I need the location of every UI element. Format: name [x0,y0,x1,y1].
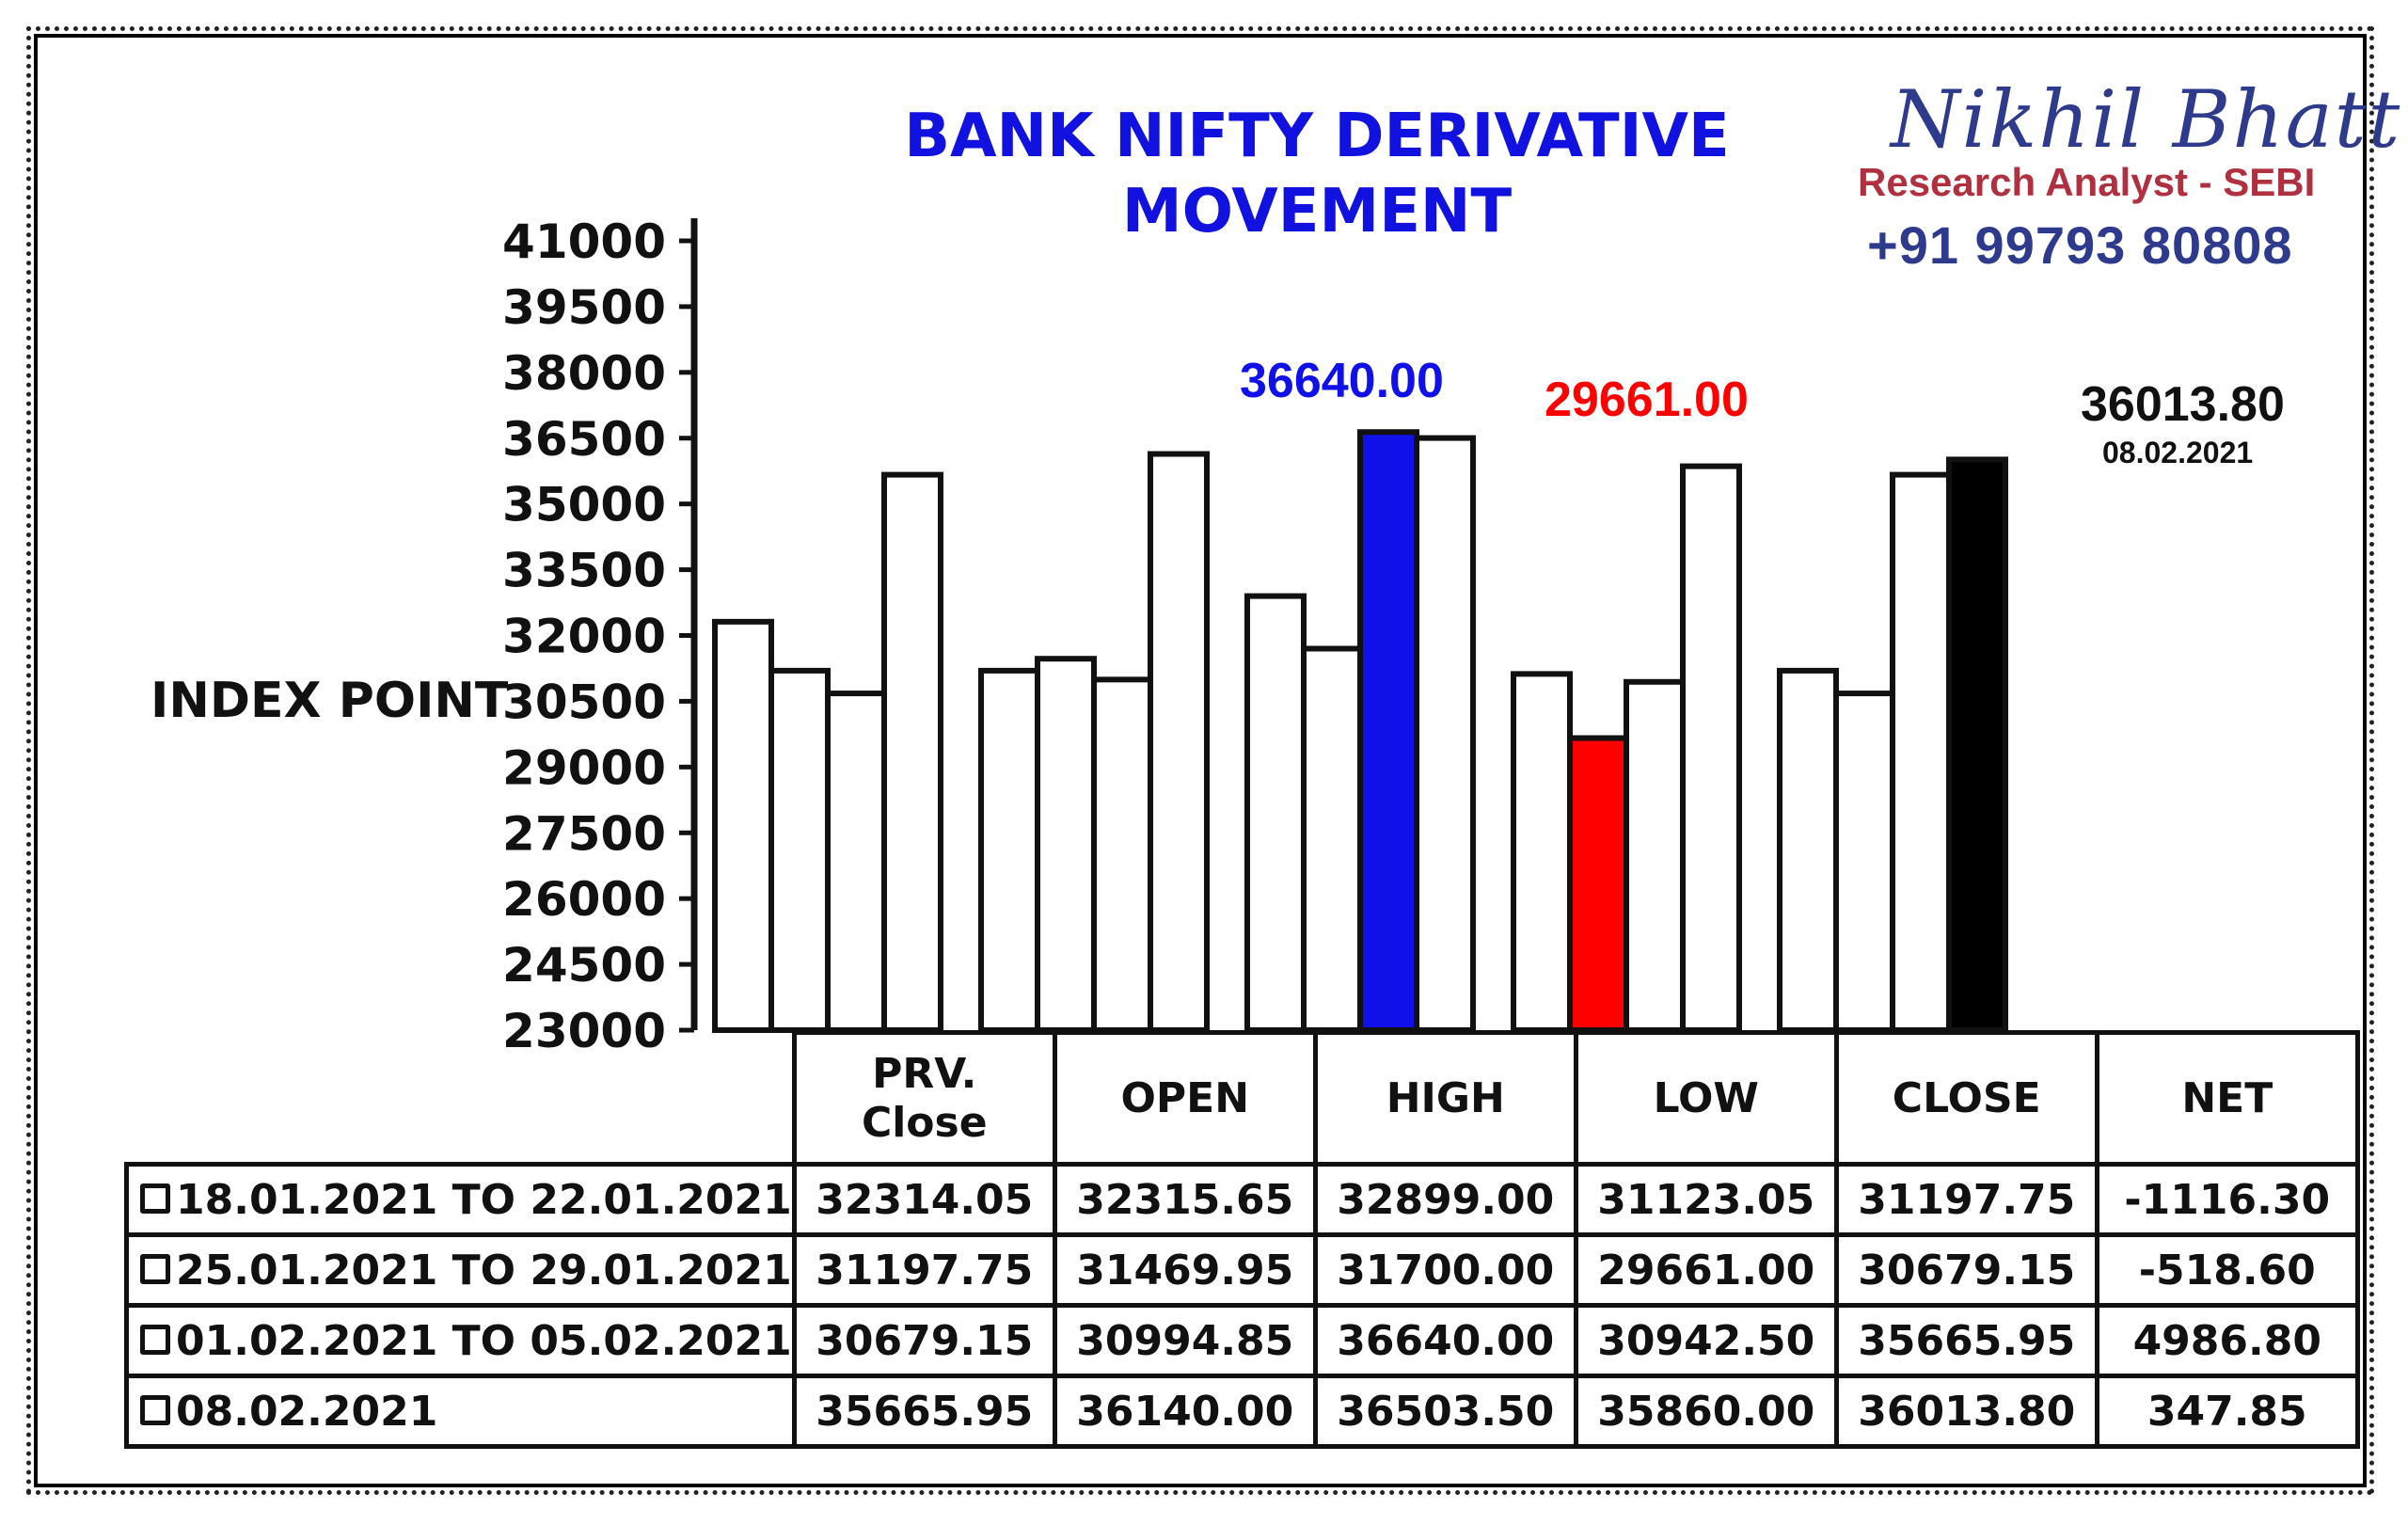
table-cell: 31700.00 [1312,1232,1578,1308]
bar [1777,667,1839,1033]
table-cell: 35665.95 [791,1374,1057,1449]
brand-subtitle: Research Analyst - SEBI [1858,160,2316,204]
table-cell: 347.85 [2094,1374,2360,1449]
header-high: HIGH [1312,1030,1578,1167]
row-label-text: 08.02.2021 [176,1387,438,1436]
legend-square-icon [140,1324,170,1355]
bar [1680,463,1742,1033]
y-tick-label: 29000 [502,740,666,795]
row-label-text: 18.01.2021 TO 22.01.2021 [176,1175,792,1224]
bar [768,667,831,1033]
y-tick-label: 33500 [502,544,666,598]
bar [1511,671,1573,1033]
bar [881,471,943,1034]
header-net: NET [2094,1030,2360,1167]
data-table: PRV. Close OPEN HIGH LOW CLOSE NET 18.01… [124,1030,2360,1449]
table-cell: 30679.15 [791,1303,1057,1378]
legend-square-icon [140,1394,170,1425]
y-tick-label: 38000 [502,346,666,401]
header-prv-close: PRV. Close [791,1030,1057,1167]
table-cell: 29661.00 [1573,1232,1839,1308]
table-cell: 30994.85 [1052,1303,1318,1378]
row-label: 01.02.2021 TO 05.02.2021 [124,1303,797,1378]
table-row: 08.02.2021 35665.95 36140.00 36503.50 35… [124,1374,2360,1449]
bar [1833,691,1895,1033]
annotation-close-value: 36013.80 [2081,377,2285,432]
y-tick-label: 39500 [502,280,666,335]
header-low: LOW [1573,1030,1839,1167]
bar [1890,471,1952,1034]
annotation-high-value: 36640.00 [1240,354,1444,408]
chart-title-line-1: BANK NIFTY DERIVATIVE [904,102,1730,171]
y-tick-label: 27500 [502,806,666,861]
row-label: 08.02.2021 [124,1374,797,1449]
table-header-row: PRV. Close OPEN HIGH LOW CLOSE NET [127,1030,2360,1167]
table-cell: 31197.75 [1833,1162,2099,1237]
bar [825,691,887,1033]
table-cell: 36140.00 [1052,1374,1318,1449]
brand-phone: +91 99793 80808 [1867,215,2293,275]
table-header-blank [127,1033,795,1165]
y-tick-label: 24500 [502,938,666,993]
table-cell: 35860.00 [1573,1374,1839,1449]
table-row: 25.01.2021 TO 29.01.2021 31197.75 31469.… [124,1232,2360,1308]
bar [1091,676,1153,1033]
y-axis-label: INDEX POINT [150,673,509,729]
header-open: OPEN [1052,1030,1318,1167]
header-close: CLOSE [1833,1030,2099,1167]
table-cell: 36640.00 [1312,1303,1578,1378]
table-cell: -1116.30 [2094,1162,2360,1237]
y-tick-label: 36500 [502,412,666,467]
table-cell: 35665.95 [1833,1303,2099,1378]
table-cell: 32315.65 [1052,1162,1318,1237]
bar [1567,735,1629,1033]
y-tick-label: 32000 [502,610,666,664]
table-cell: 31123.05 [1573,1162,1839,1237]
y-tick-label: 41000 [502,214,666,269]
brand-name: Nikhil Bhatt [1891,73,2402,166]
bar [1148,451,1210,1033]
table-cell: 32899.00 [1312,1162,1578,1237]
y-tick-label: 35000 [502,478,666,532]
bar [978,667,1040,1033]
bar [1624,678,1686,1033]
row-label-text: 01.02.2021 TO 05.02.2021 [176,1316,792,1365]
legend-square-icon [140,1183,170,1214]
table-cell: -518.60 [2094,1232,2360,1308]
annotation-low-value: 29661.00 [1545,373,1749,427]
row-label-text: 25.01.2021 TO 29.01.2021 [176,1246,792,1295]
table-cell: 30942.50 [1573,1303,1839,1378]
bar [712,618,774,1033]
y-tick-label: 30500 [502,675,666,729]
table-cell: 30679.15 [1833,1232,2099,1308]
bar [1946,456,2008,1034]
y-tick-label: 26000 [502,872,666,927]
table-cell: 4986.80 [2094,1303,2360,1378]
table-cell: 36013.80 [1833,1374,2099,1449]
table-cell: 32314.05 [791,1162,1057,1237]
bar [1244,593,1307,1033]
outer-dotted-border [26,26,2374,1495]
bar [1301,645,1363,1033]
table-cell: 36503.50 [1312,1374,1578,1449]
bar [1414,435,1476,1033]
row-label: 25.01.2021 TO 29.01.2021 [124,1232,797,1308]
table-cell: 31469.95 [1052,1232,1318,1308]
table-cell: 31197.75 [791,1232,1057,1308]
chart-title-line-2: MOVEMENT [1121,177,1513,246]
y-tick-label: 23000 [502,1004,666,1058]
table-row: 18.01.2021 TO 22.01.2021 32314.05 32315.… [124,1162,2360,1237]
row-label: 18.01.2021 TO 22.01.2021 [124,1162,797,1237]
annotation-close-date: 08.02.2021 [2102,436,2254,469]
legend-square-icon [140,1253,170,1284]
inner-border [34,34,2367,1487]
bar [1357,429,1419,1034]
bar [1035,656,1097,1034]
table-row: 01.02.2021 TO 05.02.2021 30679.15 30994.… [124,1303,2360,1378]
